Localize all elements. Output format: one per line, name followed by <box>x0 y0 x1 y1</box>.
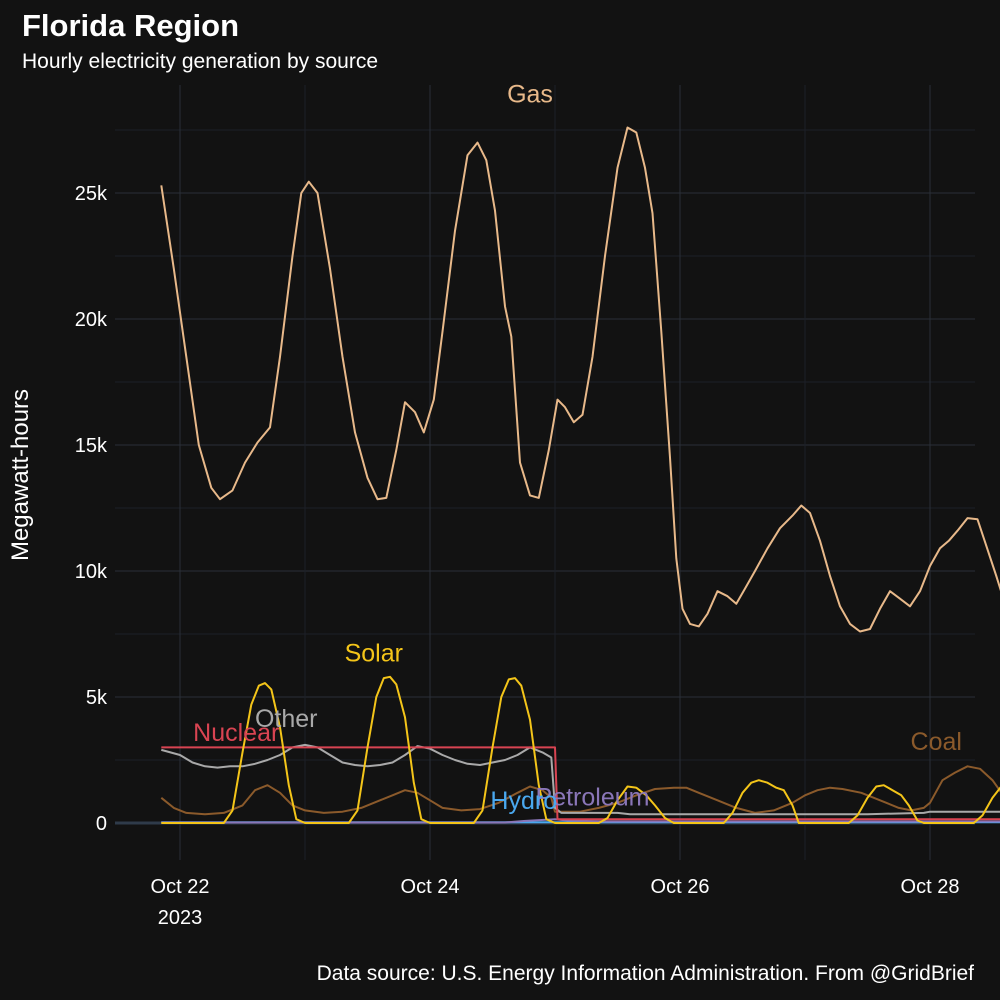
y-tick-label: 20k <box>75 309 108 331</box>
chart-caption: Data source: U.S. Energy Information Adm… <box>316 962 974 985</box>
series-line-coal <box>160 765 1000 816</box>
series-label-solar: Solar <box>345 640 403 668</box>
series-label-other: Other <box>255 705 318 733</box>
x-tick-label: Oct 24 <box>401 876 460 898</box>
x-tick-label: Oct 28 <box>901 876 960 898</box>
series-line-petroleum <box>161 818 1000 824</box>
series-label-coal: Coal <box>911 728 962 756</box>
series-label-nuclear: Nuclear <box>193 719 279 747</box>
x-tick-sublabel: 2023 <box>158 907 203 929</box>
series-label-petroleum: Petroleum <box>536 783 650 811</box>
y-tick-label: 0 <box>96 813 107 835</box>
y-axis-title: Megawatt-hours <box>7 389 34 561</box>
y-tick-label: 10k <box>75 561 108 583</box>
y-tick-label: 5k <box>86 687 108 709</box>
series-label-hydro: Hydro <box>490 787 557 815</box>
y-tick-label: 25k <box>75 183 108 205</box>
x-tick-label: Oct 22 <box>151 876 210 898</box>
x-tick-label: Oct 26 <box>651 876 710 898</box>
chart-title: Florida Region <box>22 8 239 43</box>
y-tick-label: 15k <box>75 435 108 457</box>
series-lines <box>160 126 1000 824</box>
chart-subtitle: Hourly electricity generation by source <box>22 50 378 73</box>
axes: 0 5k 10k 15k 20k 25k Oct 22 2023 Oct 24 Oct 26 Oct… <box>75 183 960 929</box>
series-label-gas: Gas <box>507 80 553 108</box>
series-line-solar <box>161 675 1000 824</box>
series-line-other <box>161 743 1000 816</box>
series-line-gas <box>160 126 1000 633</box>
